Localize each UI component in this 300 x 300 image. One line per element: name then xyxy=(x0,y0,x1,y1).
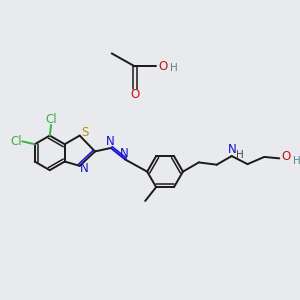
Text: H: H xyxy=(170,63,178,73)
Text: O: O xyxy=(130,88,140,101)
Text: H: H xyxy=(236,151,244,160)
Text: N: N xyxy=(120,147,129,160)
Text: Cl: Cl xyxy=(45,113,57,126)
Text: O: O xyxy=(158,60,167,73)
Text: N: N xyxy=(106,135,115,148)
Text: H: H xyxy=(293,156,300,166)
Text: S: S xyxy=(81,126,88,139)
Text: Cl: Cl xyxy=(10,135,22,148)
Text: O: O xyxy=(281,150,290,164)
Text: N: N xyxy=(228,143,236,156)
Text: N: N xyxy=(80,162,89,175)
